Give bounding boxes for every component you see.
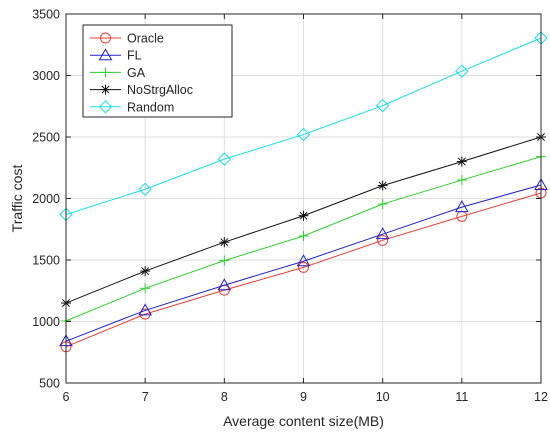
y-tick-label: 2000: [32, 192, 60, 206]
legend-marker-nostrgalloc: [100, 84, 111, 95]
legend-label: GA: [127, 66, 146, 80]
data-point-fl: [217, 278, 232, 291]
data-point-fl: [454, 200, 469, 213]
y-tick-label: 3000: [32, 69, 60, 83]
y-axis-ticks: 500 1000 1500 2000 2500 3000 3500: [32, 8, 541, 391]
legend-items: Oracle FL GA NoStrgAlloc Random: [90, 32, 193, 114]
legend-label: Oracle: [127, 32, 164, 46]
y-tick-label: 2500: [32, 131, 60, 145]
y-tick-label: 1000: [32, 315, 60, 329]
series-layer: [59, 31, 548, 353]
legend-label: FL: [127, 49, 142, 63]
x-axis-label: Average content size(MB): [223, 413, 384, 429]
data-point-random: [375, 98, 390, 113]
data-point-oracle: [377, 234, 389, 246]
legend-label: Random: [127, 100, 174, 114]
legend-item-random: Random: [90, 100, 174, 114]
series-line-random: [65, 37, 542, 215]
legend-marker-fl: [98, 48, 113, 61]
legend-marker-ga: [100, 67, 111, 78]
data-point-nostrgalloc: [298, 210, 309, 221]
y-tick-label: 3500: [32, 8, 60, 22]
data-point-ga: [298, 231, 309, 242]
legend-item-nostrgalloc: NoStrgAlloc: [90, 83, 193, 97]
legend-box: [82, 24, 233, 118]
data-point-ga: [219, 255, 230, 266]
series-line-oracle: [65, 192, 542, 348]
series-nostrgalloc: [61, 132, 546, 309]
x-tick-label: 11: [455, 390, 468, 404]
data-point-nostrgalloc: [219, 237, 230, 248]
data-point-nostrgalloc: [377, 180, 388, 191]
x-tick-label: 10: [376, 390, 390, 404]
data-point-random: [217, 152, 232, 166]
legend-item-fl: FL: [90, 48, 142, 63]
x-tick-label: 9: [300, 390, 307, 404]
series-fl: [59, 177, 548, 347]
data-point-nostrgalloc: [456, 156, 467, 167]
data-point-random: [455, 64, 469, 78]
data-point-ga: [456, 175, 467, 186]
data-point-oracle: [298, 261, 309, 273]
x-tick-label: 6: [63, 390, 70, 404]
legend-marker-oracle: [100, 32, 111, 44]
x-tick-label: 7: [142, 390, 149, 404]
data-point-fl: [375, 227, 390, 240]
legend: Oracle FL GA NoStrgAlloc Random: [82, 24, 233, 118]
y-tick-label: 500: [39, 377, 60, 391]
x-tick-label: 8: [221, 390, 228, 404]
series-line-fl: [65, 184, 542, 342]
y-axis-label: Traffic cost: [9, 165, 25, 233]
legend-marker-random: [98, 100, 113, 114]
data-point-random: [296, 127, 311, 142]
data-point-fl: [138, 303, 153, 316]
legend-item-ga: GA: [90, 66, 146, 80]
data-point-nostrgalloc: [140, 266, 151, 277]
data-point-random: [138, 182, 152, 196]
data-point-ga: [377, 199, 388, 210]
legend-item-oracle: Oracle: [90, 32, 164, 46]
y-tick-label: 1500: [32, 254, 60, 268]
data-point-ga: [140, 283, 151, 294]
x-tick-label: 12: [534, 390, 548, 404]
data-point-fl: [296, 254, 311, 267]
legend-label: NoStrgAlloc: [127, 83, 193, 97]
x-axis-ticks: 6 7 8 9 10 11 12: [63, 14, 548, 404]
